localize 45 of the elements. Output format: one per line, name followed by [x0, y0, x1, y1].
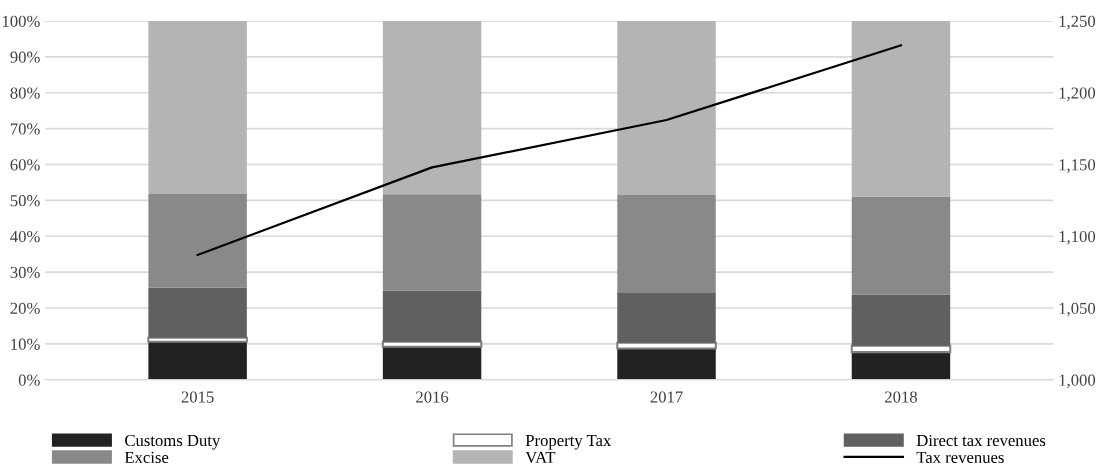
bar	[851, 294, 951, 346]
bar	[617, 195, 716, 293]
y-tick-label: 50%	[10, 195, 40, 207]
y2-tick-label: 1,050	[1059, 302, 1096, 317]
bar	[851, 352, 951, 380]
legend-label: Excise	[124, 451, 169, 464]
bar	[616, 341, 717, 350]
line-series	[196, 44, 903, 257]
bar	[148, 287, 247, 338]
x-tick-label: 2017	[650, 391, 683, 403]
y2-tick-label: 1,100	[1059, 230, 1096, 245]
y-tick-label: 90%	[10, 51, 40, 63]
legend-label: Property Tax	[525, 435, 612, 450]
y2-tick-label: 1,000	[1059, 374, 1096, 389]
bar	[851, 196, 951, 295]
y2-tick-label: 1,150	[1059, 159, 1096, 173]
y-tick-label: 20%	[10, 302, 40, 315]
y-tick-label: 10%	[11, 338, 40, 350]
x-tick-label: 2016	[416, 391, 449, 403]
y-tick-label: 30%	[10, 266, 40, 279]
x-tick-label: 2018	[885, 391, 917, 403]
bar	[617, 20, 716, 195]
legend-label: Tax revenues	[916, 451, 1004, 463]
bar	[148, 341, 247, 380]
bar	[617, 348, 716, 380]
bar	[851, 20, 951, 197]
y-tick-label: 80%	[10, 87, 40, 99]
legend-label: Direct tax revenues	[916, 434, 1046, 447]
y-tick-label: 100%	[2, 15, 40, 27]
bar	[382, 194, 482, 291]
y2-tick-label: 1,250	[1059, 15, 1096, 30]
legend-label: VAT	[525, 451, 556, 464]
y-tick-label: 60%	[10, 159, 40, 171]
legend-label: Customs Duty	[125, 434, 221, 450]
bar	[617, 292, 716, 343]
bar	[148, 193, 247, 288]
y-tick-label: 70%	[10, 123, 40, 135]
y-tick-label: 0%	[18, 374, 40, 386]
y2-tick-label: 1,200	[1059, 87, 1096, 102]
bar	[382, 290, 482, 342]
x-tick-label: 2015	[181, 391, 214, 403]
bar	[148, 20, 247, 194]
bar	[382, 346, 482, 380]
bar	[382, 20, 482, 195]
y-tick-label: 40%	[10, 230, 40, 243]
